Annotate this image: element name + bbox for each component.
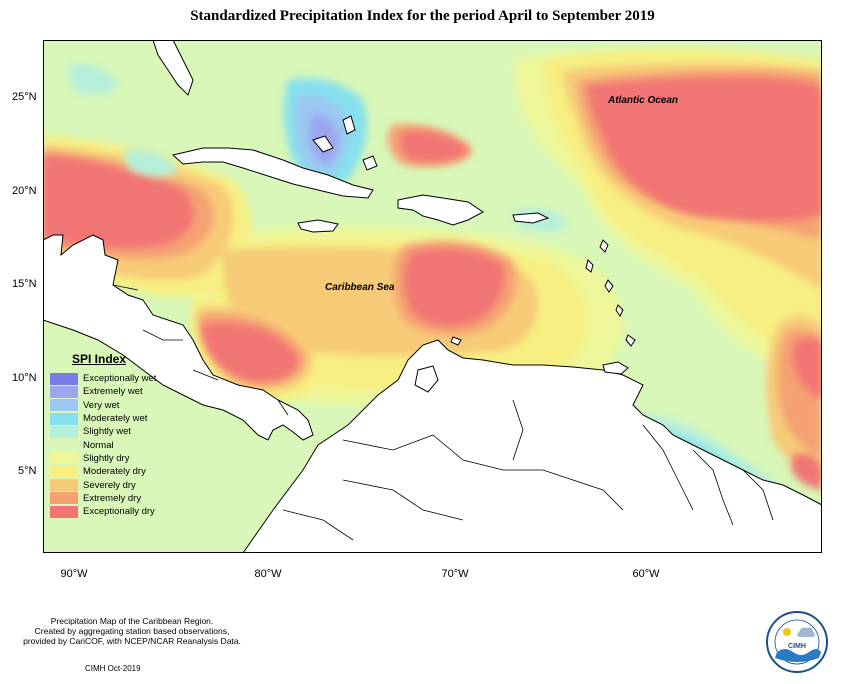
lat-tick-25n: 25°N xyxy=(12,91,37,103)
legend-item: Moderately wet xyxy=(50,412,170,425)
sun-icon xyxy=(783,628,791,636)
cloud-icon xyxy=(797,627,815,637)
legend-label: Exceptionally dry xyxy=(83,506,155,518)
map-title: Standardized Precipitation Index for the… xyxy=(190,8,655,24)
legend-label: Extremely dry xyxy=(83,492,142,504)
spi-map: Atlantic Ocean Caribbean Sea xyxy=(43,40,822,553)
footer-line-2: Created by aggregating station based obs… xyxy=(34,626,230,636)
legend-swatch xyxy=(50,479,78,492)
footer-line-3: provided by CariCOF, with NCEP/NCAR Rean… xyxy=(23,636,241,646)
lat-tick-15n: 15°N xyxy=(12,278,37,290)
legend-item: Normal xyxy=(50,438,170,452)
legend-label: Normal xyxy=(83,439,114,451)
legend-swatch xyxy=(50,425,78,438)
lat-tick-5n: 5°N xyxy=(18,465,37,477)
lat-tick-10n: 10°N xyxy=(12,372,37,384)
footer-note: Precipitation Map of the Caribbean Regio… xyxy=(22,616,242,646)
lon-tick-90w: 90°W xyxy=(60,568,88,580)
legend-label: Moderately dry xyxy=(83,466,146,478)
legend-item: Exceptionally wet xyxy=(50,372,170,385)
legend-item: Very wet xyxy=(50,399,170,412)
legend-swatch xyxy=(50,399,78,412)
lon-tick-70w: 70°W xyxy=(441,568,469,580)
legend-item: Extremely dry xyxy=(50,492,170,505)
legend-item: Slightly dry xyxy=(50,452,170,465)
legend-label: Slightly wet xyxy=(83,426,132,438)
spi-legend: SPI Index Exceptionally wet Extremely wet… xyxy=(50,352,170,518)
cimh-logo: CIMH xyxy=(766,611,828,673)
legend-item: Severely dry xyxy=(50,478,170,492)
legend-swatch xyxy=(50,372,78,385)
legend-label: Very wet xyxy=(83,399,120,411)
legend-swatch xyxy=(50,412,78,425)
legend-item: Moderately dry xyxy=(50,465,170,478)
legend-label: Slightly dry xyxy=(83,452,130,464)
legend-label: Severely dry xyxy=(83,479,136,491)
legend-item: Exceptionally dry xyxy=(50,505,170,518)
footer-line-1: Precipitation Map of the Caribbean Regio… xyxy=(50,616,214,626)
footer-date: CIMH Oct-2019 xyxy=(85,664,141,673)
legend-title: SPI Index xyxy=(72,352,127,366)
legend-item: Extremely wet xyxy=(50,385,170,398)
lon-tick-80w: 80°W xyxy=(254,568,282,580)
legend-swatch xyxy=(50,385,78,398)
legend-swatch xyxy=(50,439,78,452)
label-atlantic-ocean: Atlantic Ocean xyxy=(607,95,678,106)
lon-tick-60w: 60°W xyxy=(632,568,660,580)
legend-item: Slightly wet xyxy=(50,425,170,438)
legend-swatch xyxy=(50,452,78,465)
legend-label: Exceptionally wet xyxy=(83,373,157,385)
legend-swatch xyxy=(50,492,78,505)
legend-label: Extremely wet xyxy=(83,386,143,398)
legend-label: Moderately wet xyxy=(83,413,148,425)
logo-text: CIMH xyxy=(788,643,806,650)
lat-tick-20n: 20°N xyxy=(12,185,37,197)
legend-swatch xyxy=(50,505,78,518)
legend-swatch xyxy=(50,465,78,478)
label-caribbean-sea: Caribbean Sea xyxy=(325,282,395,293)
